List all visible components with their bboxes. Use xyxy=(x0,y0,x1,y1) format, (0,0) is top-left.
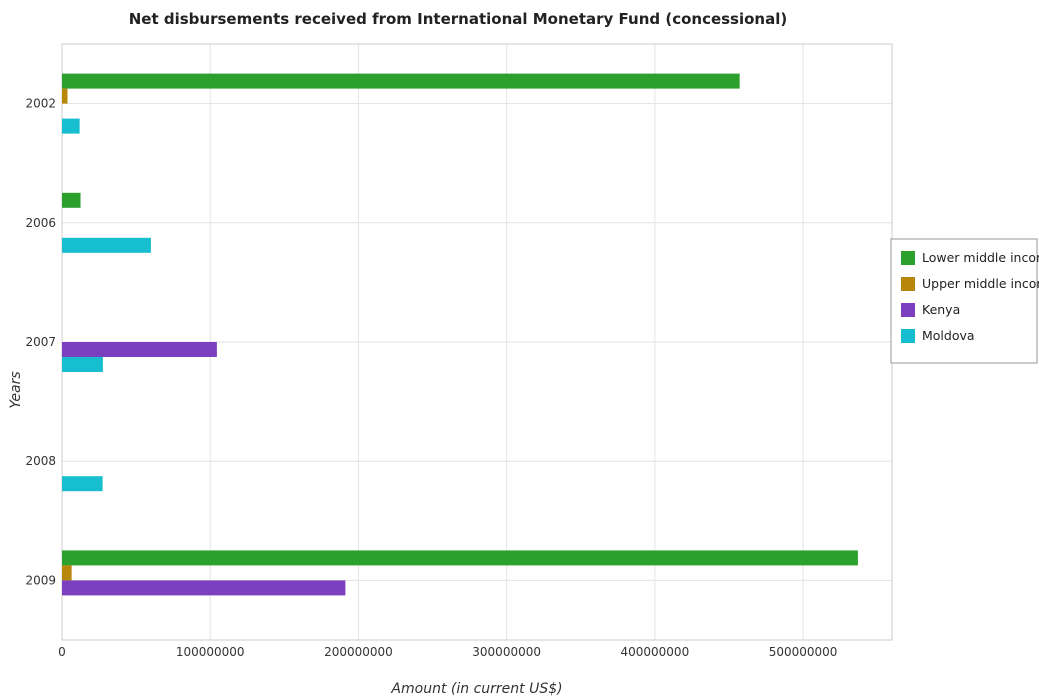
x-tick-labels: 0 100000000 200000000 300000000 400000000 500… xyxy=(58,645,837,659)
bar-lower-middle-income-2009 xyxy=(62,550,858,566)
y-tick-label: 2006 xyxy=(25,216,56,230)
bar-moldova-2002 xyxy=(62,118,80,134)
y-tick-label: 2002 xyxy=(25,97,56,111)
bar-kenya-2009 xyxy=(62,580,346,596)
chart-title: Net disbursements received from Internat… xyxy=(129,10,787,28)
x-tick-label: 0 xyxy=(58,645,66,659)
legend: Lower middle income Upper middle income Ke… xyxy=(890,238,1039,364)
legend-label: Upper middle income xyxy=(922,276,1039,291)
legend-box xyxy=(890,238,1038,364)
x-tick-label: 400000000 xyxy=(620,645,689,659)
x-tick-label: 300000000 xyxy=(472,645,541,659)
y-tick-labels: 2002 2006 2007 2008 2009 xyxy=(25,97,56,588)
bar-lower-middle-income-2002 xyxy=(62,73,740,89)
bar-kenya-2007 xyxy=(62,342,217,357)
bar-moldova-2008 xyxy=(62,476,103,492)
bar-moldova-2006 xyxy=(62,237,151,253)
y-tick-label: 2009 xyxy=(25,573,56,587)
bar-upper-middle-income-2002 xyxy=(62,88,68,104)
y-tick-label: 2007 xyxy=(25,335,56,349)
legend-swatch xyxy=(901,277,915,291)
bar-moldova-2007 xyxy=(62,357,103,372)
bar-upper-middle-income-2009 xyxy=(62,565,72,581)
legend-swatch xyxy=(901,251,915,265)
legend-label: Moldova xyxy=(922,328,975,343)
legend-swatch xyxy=(901,329,915,343)
legend-swatch xyxy=(901,303,915,317)
y-axis-title: Years xyxy=(8,371,24,408)
legend-label: Lower middle income xyxy=(922,250,1039,265)
x-axis-title: Amount (in current US$) xyxy=(390,681,562,697)
y-tick-label: 2008 xyxy=(25,454,56,468)
x-tick-label: 200000000 xyxy=(324,645,393,659)
bars xyxy=(62,73,858,596)
x-tick-label: 500000000 xyxy=(769,645,838,659)
legend-label: Kenya xyxy=(922,302,960,317)
bar-lower-middle-income-2006 xyxy=(62,192,81,208)
x-tick-label: 100000000 xyxy=(176,645,245,659)
